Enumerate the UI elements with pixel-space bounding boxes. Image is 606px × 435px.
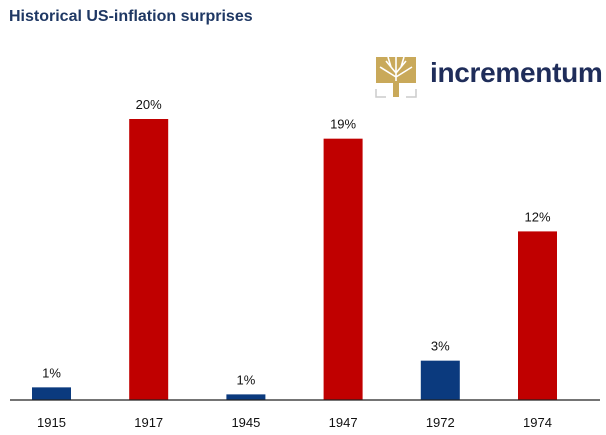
chart-title: Historical US-inflation surprises (9, 8, 253, 25)
bar-1917 (129, 119, 169, 400)
bar-1974 (518, 231, 557, 400)
logo-text: incrementum (430, 57, 603, 88)
incrementum-logo: incrementum (374, 55, 603, 99)
x-tick-label-1974: 1974 (523, 415, 552, 430)
x-tick-label-1947: 1947 (329, 415, 358, 430)
data-label-1972: 3% (431, 339, 450, 354)
data-label-1974: 12% (524, 209, 550, 224)
bar-1972 (420, 360, 460, 400)
data-label-1945: 1% (237, 372, 256, 387)
data-label-1947: 19% (330, 117, 356, 132)
bar-1947 (323, 138, 363, 401)
x-tick-label-1972: 1972 (426, 415, 455, 430)
x-tick-label-1917: 1917 (134, 415, 163, 430)
x-tick-label-1945: 1945 (231, 415, 260, 430)
bar-1915 (32, 387, 71, 400)
bar-1945 (226, 394, 266, 400)
data-label-1915: 1% (42, 365, 61, 380)
tree-logo-icon (375, 56, 417, 98)
x-tick-label-1915: 1915 (37, 415, 66, 430)
data-label-1917: 20% (136, 97, 162, 112)
